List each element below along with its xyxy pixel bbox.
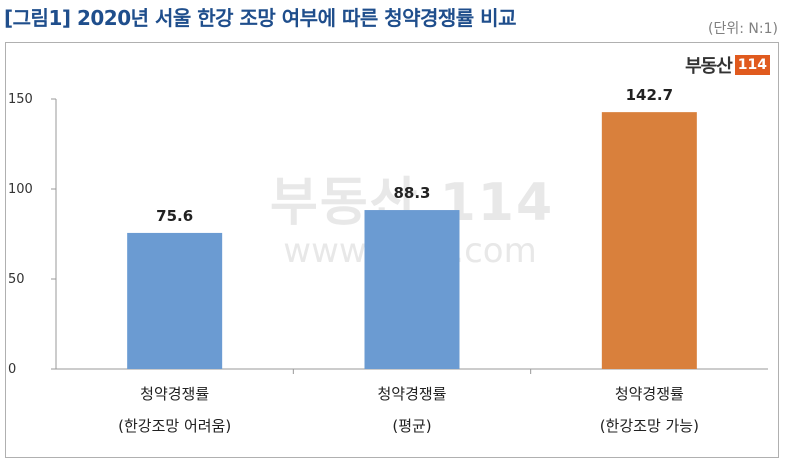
chart-title: [그림1] 2020년 서울 한강 조망 여부에 따른 청약경쟁률 비교 [4,6,516,30]
bar [364,210,460,369]
bar-value-label: 88.3 [393,184,430,202]
x-tick-label: (한강조망 가능) [600,417,699,435]
y-tick-label: 150 [8,92,33,107]
logo-number: 114 [734,55,770,75]
bar [601,112,697,369]
x-tick-label: (평균) [392,417,431,435]
y-tick-label: 0 [8,362,16,377]
x-tick-label: (한강조망 어려움) [118,417,231,435]
x-tick-label: 청약경쟁률 [140,385,209,403]
x-tick-label: 청약경쟁률 [377,385,446,403]
bar-value-label: 142.7 [626,86,673,104]
chart-frame [5,42,779,458]
brand-logo: 부동산 114 [685,52,770,78]
unit-label: (단위: N:1) [708,21,778,37]
logo-text: 부동산 [685,56,733,77]
x-tick-label: 청약경쟁률 [615,385,684,403]
bar-value-label: 75.6 [156,207,193,225]
bar [127,232,223,369]
y-tick-label: 100 [8,182,33,197]
y-tick-label: 50 [8,272,25,287]
